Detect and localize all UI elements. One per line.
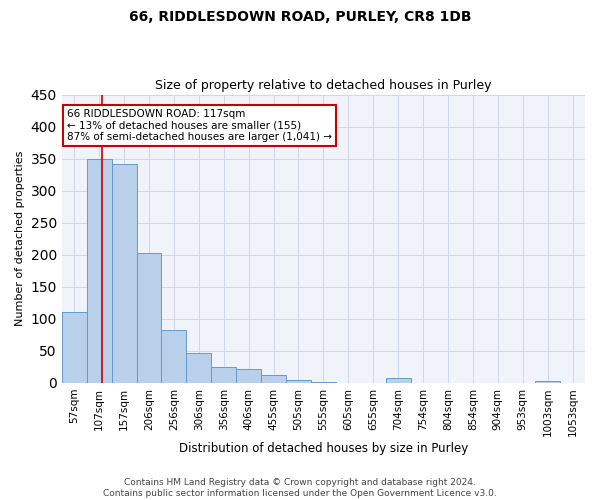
Bar — [211, 367, 236, 383]
Bar — [535, 381, 560, 383]
Title: Size of property relative to detached houses in Purley: Size of property relative to detached ho… — [155, 79, 491, 92]
Y-axis label: Number of detached properties: Number of detached properties — [15, 151, 25, 326]
Bar — [137, 253, 161, 383]
Bar — [161, 330, 187, 383]
Text: 66 RIDDLESDOWN ROAD: 117sqm
← 13% of detached houses are smaller (155)
87% of se: 66 RIDDLESDOWN ROAD: 117sqm ← 13% of det… — [67, 109, 332, 142]
Bar — [386, 378, 410, 383]
Bar — [62, 312, 87, 383]
Bar — [87, 158, 112, 383]
Bar — [311, 382, 336, 383]
Bar — [261, 376, 286, 383]
Bar — [187, 353, 211, 383]
Bar — [236, 369, 261, 383]
Bar — [286, 380, 311, 383]
Text: 66, RIDDLESDOWN ROAD, PURLEY, CR8 1DB: 66, RIDDLESDOWN ROAD, PURLEY, CR8 1DB — [129, 10, 471, 24]
Bar — [112, 164, 137, 383]
X-axis label: Distribution of detached houses by size in Purley: Distribution of detached houses by size … — [179, 442, 468, 455]
Text: Contains HM Land Registry data © Crown copyright and database right 2024.
Contai: Contains HM Land Registry data © Crown c… — [103, 478, 497, 498]
